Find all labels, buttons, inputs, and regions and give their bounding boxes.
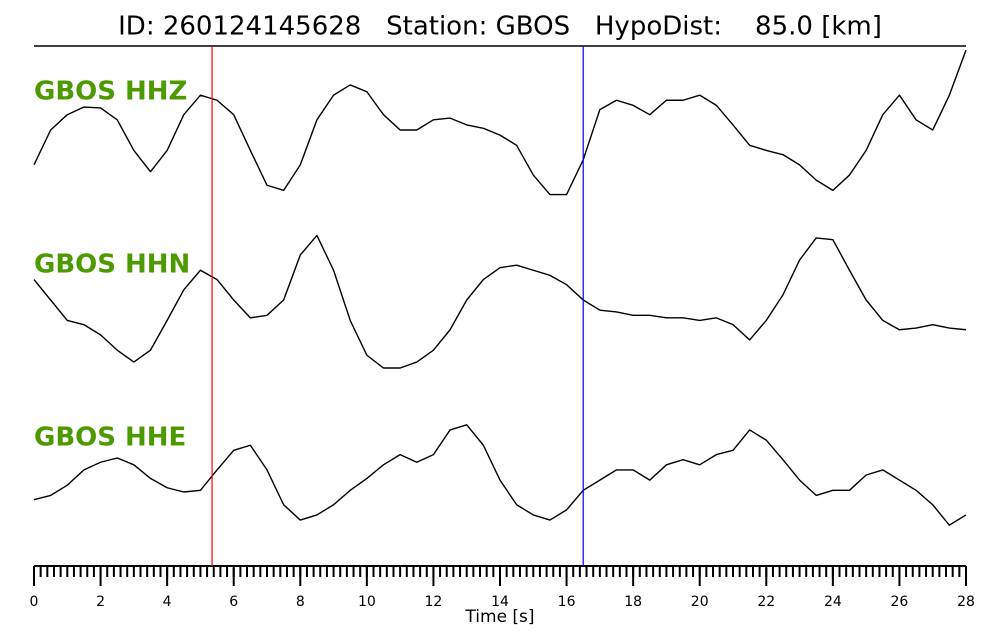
trace: [33, 49, 967, 196]
x-tick-label: 2: [96, 594, 105, 610]
x-tick-label: 22: [757, 594, 775, 610]
trace-label: GBOS HHN: [34, 250, 190, 280]
x-tick-label: 4: [163, 594, 172, 610]
x-tick-label: 6: [229, 594, 238, 610]
trace-label: GBOS HHE: [34, 423, 186, 453]
chart-title: ID: 260124145628 Station: GBOS HypoDist:…: [118, 12, 882, 42]
trace: [33, 234, 967, 369]
x-tick-label: 26: [891, 594, 909, 610]
x-tick-label: 8: [296, 594, 305, 610]
x-tick-label: 28: [957, 594, 975, 610]
x-tick-label: 14: [491, 594, 509, 610]
x-tick-label: 0: [30, 594, 39, 610]
x-tick-label: 18: [624, 594, 642, 610]
x-tick-label: 24: [824, 594, 842, 610]
x-tick-label: 20: [691, 594, 709, 610]
trace-label: GBOS HHZ: [34, 77, 187, 107]
x-tick-label: 10: [358, 594, 376, 610]
trace: [33, 424, 967, 526]
x-axis-label: Time [s]: [464, 607, 534, 627]
x-tick-label: 12: [425, 594, 443, 610]
x-tick-label: 16: [558, 594, 576, 610]
